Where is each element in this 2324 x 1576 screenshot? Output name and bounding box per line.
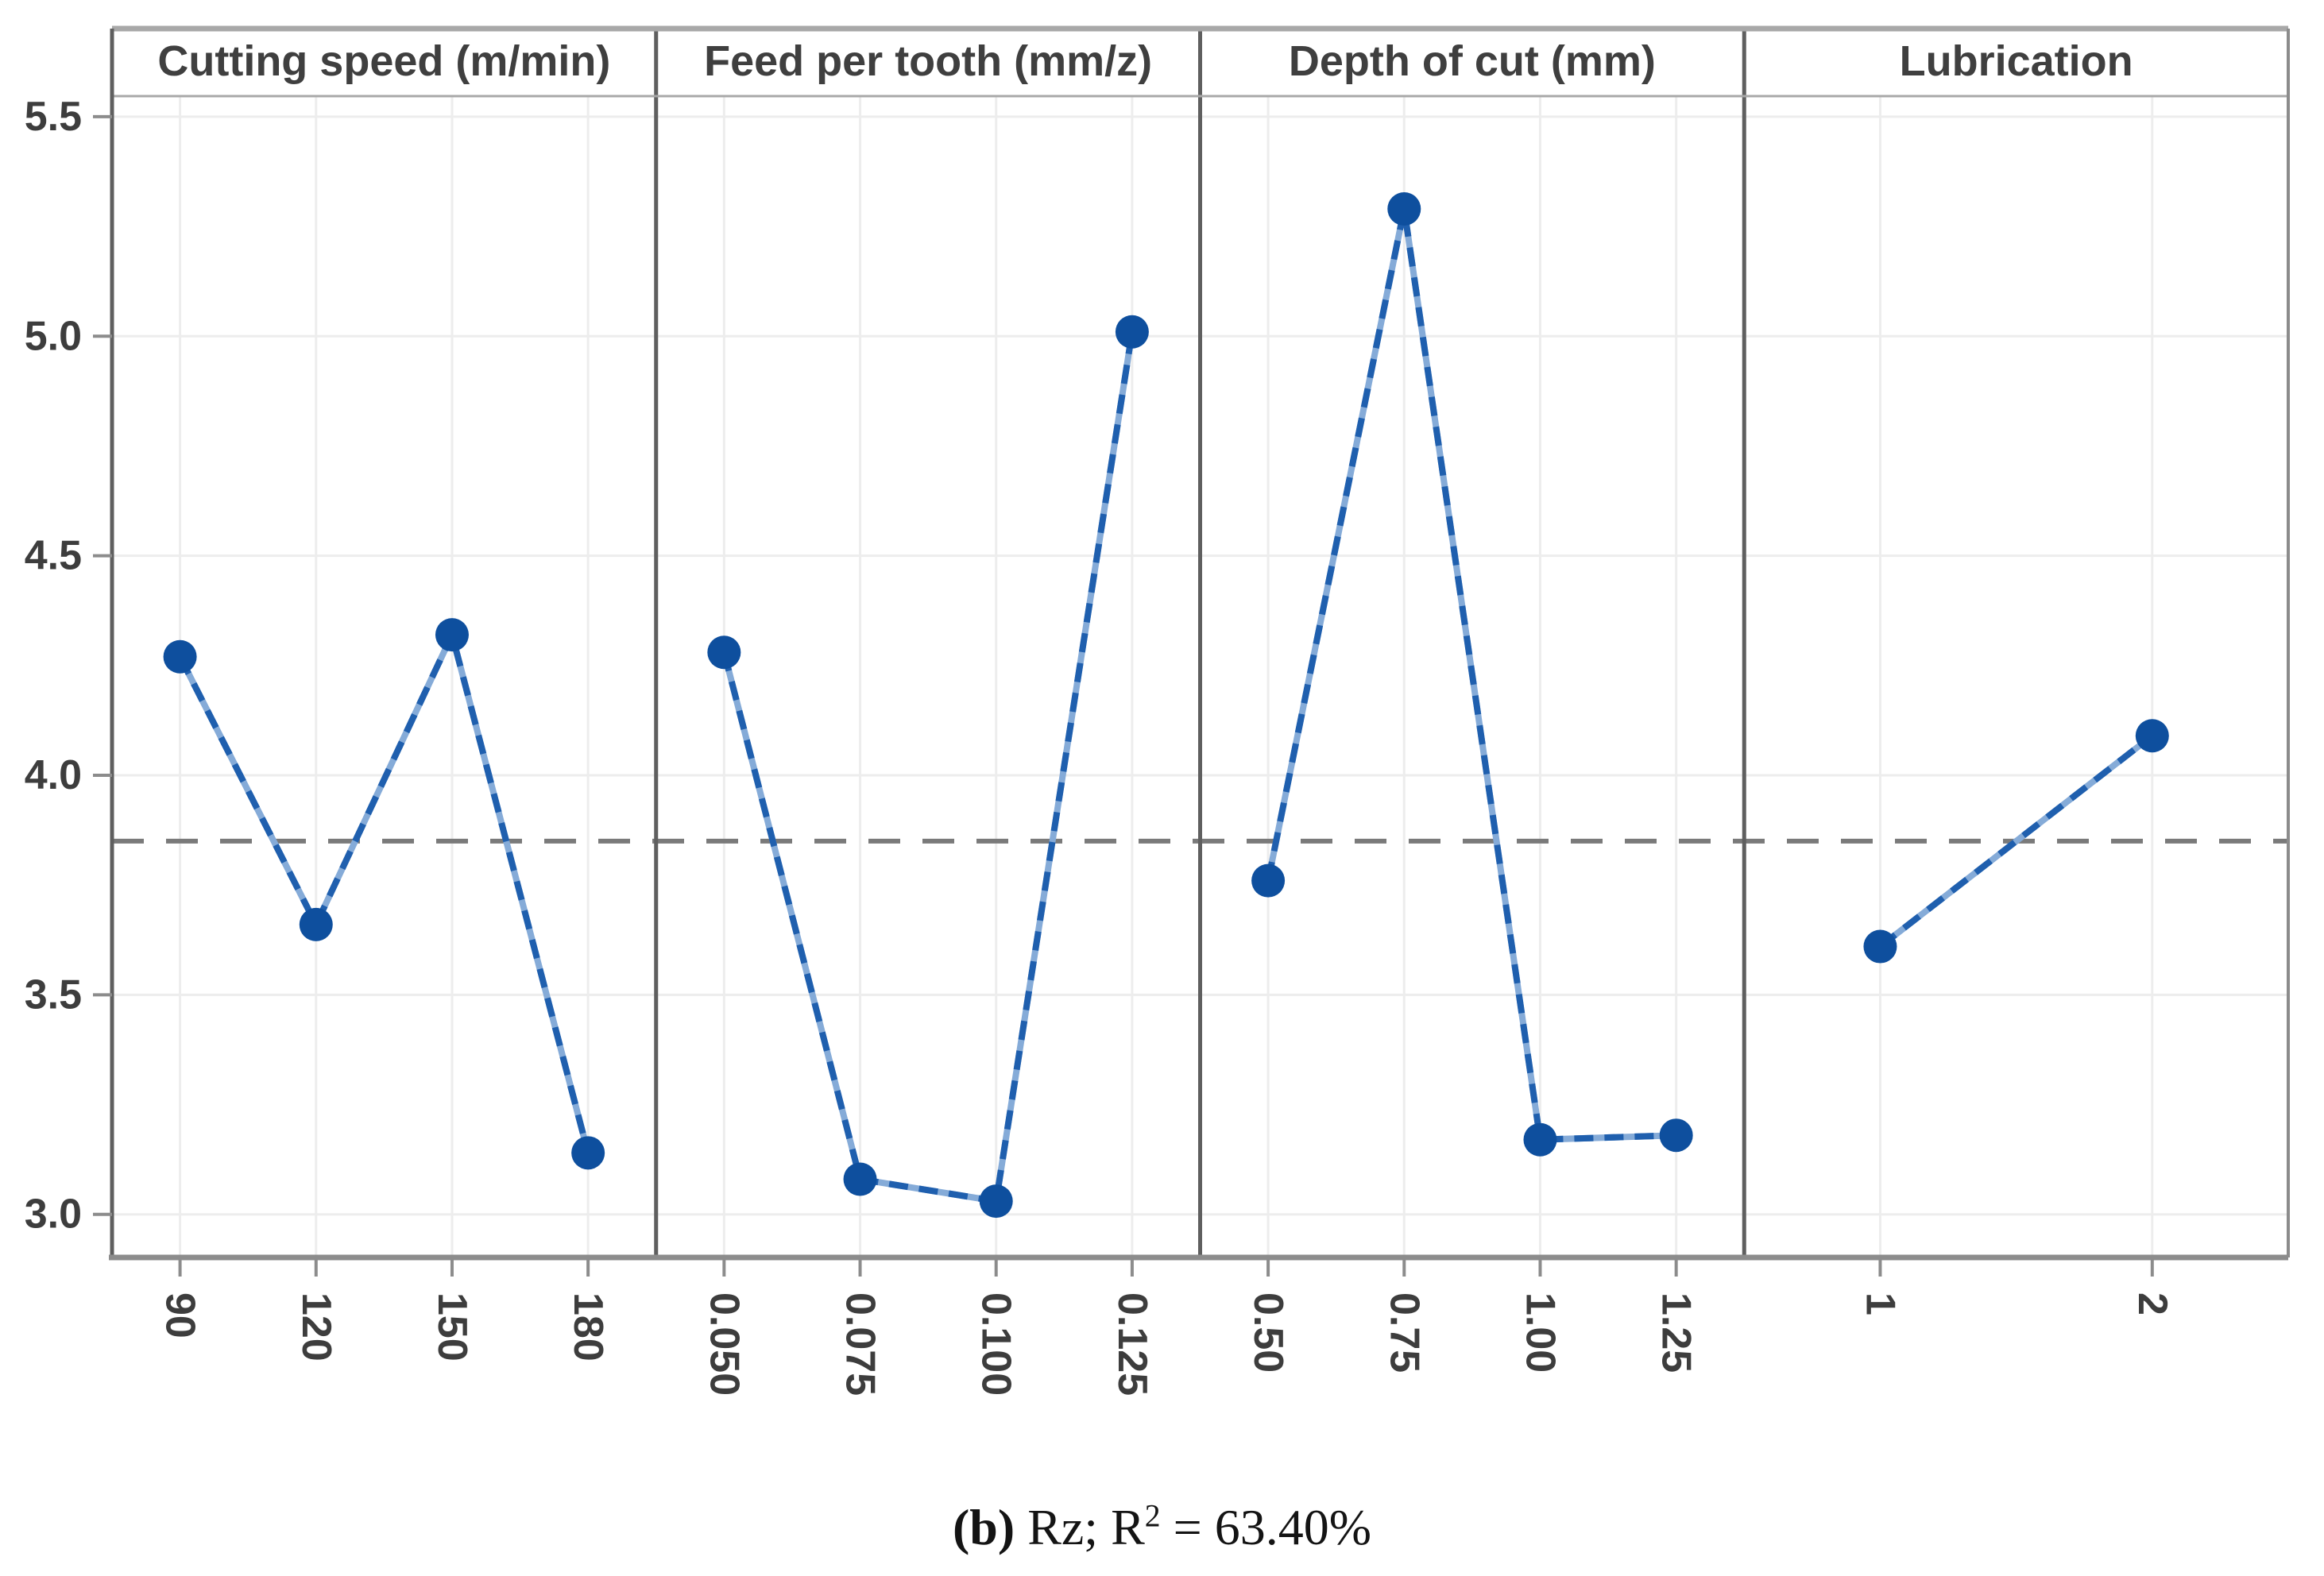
x-tick-label: 0.100 <box>973 1292 1019 1396</box>
series-line <box>1265 208 1676 1143</box>
data-point-marker <box>1863 929 1897 964</box>
data-point-marker <box>2135 719 2169 753</box>
panel-title: Cutting speed (m/min) <box>157 37 610 85</box>
data-point-marker <box>1659 1118 1693 1153</box>
data-point-marker <box>571 1136 605 1170</box>
x-tick-label: 1.00 <box>1517 1292 1563 1373</box>
x-tick-label: 150 <box>429 1292 475 1362</box>
data-point-marker <box>707 635 741 670</box>
series-line-underlay <box>177 625 592 1154</box>
panel-title: Lubrication <box>1900 37 2133 85</box>
y-tick-label: 5.0 <box>25 313 82 359</box>
data-point-marker <box>299 907 333 941</box>
x-tick-label: 1 <box>1857 1292 1903 1315</box>
x-tick-label: 0.075 <box>837 1292 884 1396</box>
x-tick-label: 180 <box>565 1292 611 1362</box>
data-point-marker <box>1523 1122 1557 1157</box>
data-point-marker <box>435 618 469 652</box>
x-tick-label: 0.75 <box>1381 1292 1427 1373</box>
caption-metric: Rz; R <box>1015 1499 1145 1555</box>
panel-title: Depth of cut (mm) <box>1289 37 1656 85</box>
data-point-marker <box>1251 863 1286 898</box>
series-line <box>177 625 592 1154</box>
data-point-marker <box>843 1162 877 1196</box>
caption-panel-label: (b) <box>952 1499 1015 1555</box>
caption-superscript: 2 <box>1144 1498 1161 1534</box>
x-tick-label: 0.50 <box>1245 1292 1291 1373</box>
series-line-underlay <box>721 331 1135 1205</box>
y-tick-label: 4.5 <box>25 533 82 579</box>
x-tick-label: 0.050 <box>701 1292 747 1396</box>
caption-rsq-value: = 63.40% <box>1160 1499 1372 1555</box>
y-tick-label: 3.0 <box>25 1192 82 1238</box>
y-tick-label: 3.5 <box>25 971 82 1018</box>
y-tick-label: 5.5 <box>25 94 82 140</box>
x-tick-label: 90 <box>157 1292 203 1338</box>
x-tick-label: 2 <box>2129 1292 2175 1315</box>
x-tick-label: 120 <box>293 1292 339 1362</box>
series-line <box>721 331 1135 1205</box>
data-point-marker <box>1115 315 1149 349</box>
y-tick-label: 4.0 <box>25 752 82 798</box>
data-point-marker <box>163 639 197 674</box>
x-tick-label: 0.125 <box>1109 1292 1155 1396</box>
series-line <box>1877 733 2155 949</box>
x-tick-label: 1.25 <box>1653 1292 1699 1373</box>
figure-caption: (b) Rz; R2 = 63.40% <box>0 1484 2324 1571</box>
panel-title: Feed per tooth (mm/z) <box>704 37 1152 85</box>
data-point-marker <box>979 1184 1013 1219</box>
data-point-marker <box>1387 191 1421 226</box>
